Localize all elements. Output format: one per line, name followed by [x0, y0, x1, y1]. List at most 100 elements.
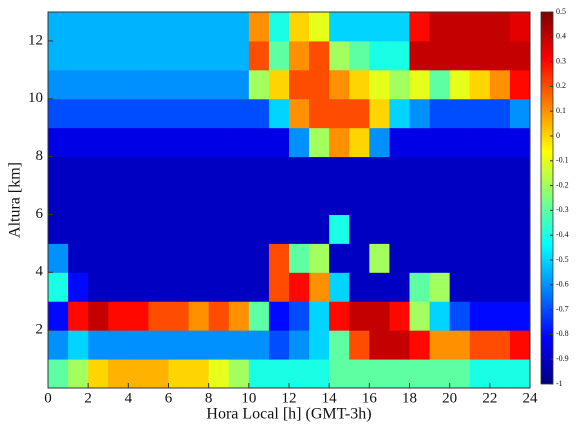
cell: [489, 127, 511, 158]
cell: [449, 301, 471, 331]
cell: [268, 156, 290, 187]
cell: [389, 40, 410, 71]
cell: [489, 98, 511, 129]
cell: [248, 156, 270, 187]
colorbar-tick-label: -0.7: [556, 304, 569, 313]
cell: [429, 98, 451, 129]
cell: [48, 185, 69, 215]
cell: [168, 214, 190, 244]
cell: [289, 40, 310, 71]
cell: [469, 359, 491, 389]
colorbar-tick-label: -0.3: [556, 205, 569, 214]
cell: [268, 40, 290, 71]
cell: [88, 98, 109, 129]
cell: [509, 40, 531, 71]
cell: [469, 98, 491, 129]
cell: [148, 12, 169, 42]
cell: [309, 272, 330, 302]
cell: [409, 12, 431, 42]
cell: [309, 156, 330, 187]
cell: [409, 214, 431, 244]
cell: [128, 359, 149, 389]
cell: [369, 12, 390, 42]
cell: [228, 98, 250, 129]
cell: [48, 301, 69, 331]
cell: [429, 214, 451, 244]
cell: [349, 69, 370, 100]
cell: [369, 214, 390, 244]
cell: [349, 214, 370, 244]
cell: [68, 98, 89, 129]
cell: [409, 185, 431, 215]
x-tick-label: 12: [282, 390, 297, 406]
cell: [268, 12, 290, 42]
cell: [128, 330, 149, 360]
cell: [128, 243, 149, 273]
cell: [128, 185, 149, 215]
cell: [489, 272, 511, 302]
cell: [48, 40, 69, 71]
cell: [108, 185, 129, 215]
cell: [268, 272, 290, 302]
cell: [309, 359, 330, 389]
cell: [208, 40, 230, 71]
cell: [168, 127, 190, 158]
cell: [208, 185, 230, 215]
colorbar-tick-label: 0.5: [556, 7, 566, 16]
colorbar-tick-label: -0.5: [556, 255, 569, 264]
cell: [88, 214, 109, 244]
cell: [188, 69, 210, 100]
x-tick-label: 0: [44, 390, 52, 406]
cell: [108, 40, 129, 71]
cell: [509, 12, 531, 42]
cell: [489, 214, 511, 244]
cell: [409, 98, 431, 129]
cell: [349, 243, 370, 273]
cell: [389, 185, 410, 215]
cell: [228, 185, 250, 215]
cell: [409, 40, 431, 71]
cell: [409, 127, 431, 158]
cell: [429, 330, 451, 360]
y-tick-label: 12: [28, 32, 43, 48]
cell: [429, 69, 451, 100]
cell: [429, 243, 451, 273]
cell: [289, 272, 310, 302]
x-tick-label: 20: [442, 390, 457, 406]
cell: [248, 359, 270, 389]
cell: [148, 330, 169, 360]
cell: [68, 40, 89, 71]
cell: [329, 156, 350, 187]
cell: [509, 69, 531, 100]
cell: [489, 40, 511, 71]
colorbar-tick-label: 0.2: [556, 81, 566, 90]
cell: [509, 243, 531, 273]
colorbar-tick-label: 0.4: [556, 32, 566, 41]
cell: [88, 156, 109, 187]
cell: [409, 330, 431, 360]
cell: [309, 12, 330, 42]
cell: [168, 12, 190, 42]
cell: [248, 69, 270, 100]
cell: [48, 127, 69, 158]
x-tick-label: 16: [362, 390, 378, 406]
cell: [369, 330, 390, 360]
cell: [469, 243, 491, 273]
cell: [48, 214, 69, 244]
cell: [148, 127, 169, 158]
cell: [88, 359, 109, 389]
cell: [248, 214, 270, 244]
cell: [268, 98, 290, 129]
cell: [228, 272, 250, 302]
cell: [469, 185, 491, 215]
cell: [489, 359, 511, 389]
cell: [349, 98, 370, 129]
cell: [329, 40, 350, 71]
cell: [289, 330, 310, 360]
cell: [289, 69, 310, 100]
cell: [429, 40, 451, 71]
cell: [429, 156, 451, 187]
cell: [309, 40, 330, 71]
cell: [88, 127, 109, 158]
cell: [108, 272, 129, 302]
